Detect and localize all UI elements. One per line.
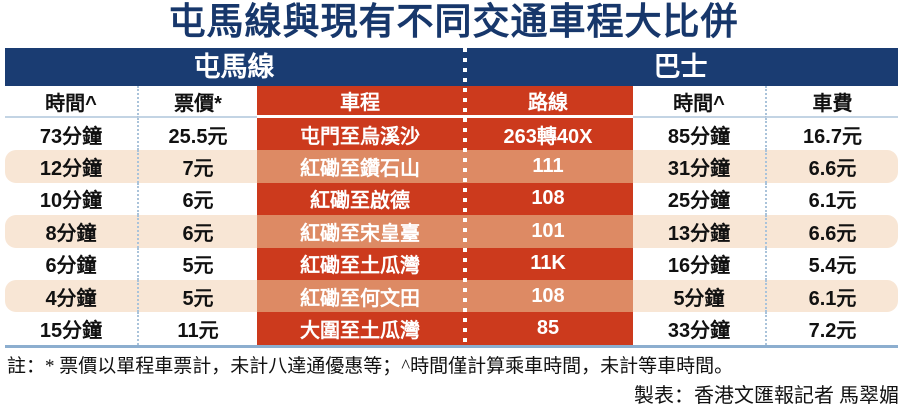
- mtr-fare-cell: 5元: [137, 247, 257, 280]
- bus-time-cell: 16分鐘: [667, 255, 731, 278]
- mtr-time-cell: 15分鐘: [39, 320, 103, 343]
- bus-fare-cell: 6.6元: [765, 215, 898, 248]
- table-row: 8分鐘 6元 紅磡至宋皇臺 101 13分鐘 6.6元: [5, 215, 898, 248]
- bus-time-cell: 5分鐘: [673, 287, 725, 310]
- journey-cell: 紅磡至宋皇臺: [257, 215, 463, 248]
- table-row: 73分鐘 25.5元 屯門至烏溪沙 263轉40X 85分鐘 16.7元: [5, 118, 898, 151]
- route-cell: 111: [463, 150, 633, 183]
- journey-cell: 紅磡至土瓜灣: [257, 247, 463, 280]
- bus-fare-cell: 7.2元: [765, 312, 898, 345]
- mtr-fare-cell: 6元: [137, 182, 257, 216]
- mtr-time-cell: 10分鐘: [39, 190, 103, 213]
- mtr-fare-cell: 6元: [137, 215, 257, 248]
- group-header-bus: 巴士: [653, 52, 708, 82]
- column-header-bus-fare: 車費: [765, 86, 898, 118]
- column-header-row: 時間^ 票價* 車程 路線 時間^ 車費: [5, 86, 898, 118]
- journey-cell: 大圍至土瓜灣: [257, 312, 463, 345]
- table-bottom-border: [5, 344, 898, 348]
- bus-time-cell: 13分鐘: [667, 222, 731, 245]
- column-header-journey: 車程: [257, 86, 463, 118]
- route-cell: 263轉40X: [463, 118, 633, 151]
- bus-time-cell: 85分鐘: [667, 125, 731, 148]
- bus-fare-cell: 6.1元: [765, 182, 898, 216]
- mtr-fare-cell: 7元: [137, 150, 257, 183]
- bus-fare-cell: 6.6元: [765, 150, 898, 183]
- bus-fare-cell: 6.1元: [765, 279, 898, 313]
- mtr-time-cell: 12分鐘: [39, 158, 103, 181]
- mtr-time-cell: 8分鐘: [45, 222, 97, 245]
- route-cell: 11K: [463, 247, 633, 280]
- bus-fare-cell: 16.7元: [765, 118, 898, 151]
- journey-cell: 屯門至烏溪沙: [257, 118, 463, 151]
- journey-cell: 紅磡至何文田: [257, 279, 463, 313]
- group-header-tuen-ma-line: 屯馬線: [193, 52, 275, 82]
- route-cell: 108: [463, 182, 633, 216]
- table-row: 15分鐘 11元 大圍至土瓜灣 85 33分鐘 7.2元: [5, 312, 898, 345]
- mtr-time-cell: 73分鐘: [39, 125, 103, 148]
- table-row: 10分鐘 6元 紅磡至啟德 108 25分鐘 6.1元: [5, 182, 898, 216]
- bus-time-cell: 33分鐘: [667, 320, 731, 343]
- footnote: 註：* 票價以單程車票計，未計八達通優惠等；^時間僅計算乘車時間，未計等車時間。: [7, 356, 734, 377]
- comparison-table: 屯馬線 巴士 時間^ 票價* 車程 路線 時間^ 車費 73分鐘 25.5元 屯…: [5, 48, 898, 348]
- table-row: 12分鐘 7元 紅磡至鑽石山 111 31分鐘 6.6元: [5, 150, 898, 183]
- group-header-row: 屯馬線 巴士: [5, 48, 898, 86]
- journey-cell: 紅磡至鑽石山: [257, 150, 463, 183]
- page-title: 屯馬線與現有不同交通車程大比併: [168, 2, 739, 43]
- bus-fare-cell: 5.4元: [765, 247, 898, 280]
- journey-cell: 紅磡至啟德: [257, 182, 463, 216]
- route-cell: 101: [463, 215, 633, 248]
- mtr-fare-cell: 5元: [137, 279, 257, 313]
- credit: 製表：香港文匯報記者 馬翠媚: [634, 385, 899, 407]
- mtr-time-cell: 6分鐘: [45, 255, 97, 278]
- mtr-time-cell: 4分鐘: [45, 287, 97, 310]
- bus-time-cell: 31分鐘: [667, 158, 731, 181]
- route-cell: 108: [463, 279, 633, 313]
- table-row: 4分鐘 5元 紅磡至何文田 108 5分鐘 6.1元: [5, 279, 898, 313]
- column-header-route: 路線: [463, 86, 633, 118]
- column-header-bus-time: 時間^: [633, 86, 765, 118]
- column-header-mtr-time: 時間^: [5, 86, 137, 118]
- center-dotted-divider: [463, 48, 467, 345]
- mtr-fare-cell: 11元: [137, 312, 257, 345]
- bus-time-cell: 25分鐘: [667, 190, 731, 213]
- table-row: 6分鐘 5元 紅磡至土瓜灣 11K 16分鐘 5.4元: [5, 247, 898, 280]
- route-cell: 85: [463, 312, 633, 345]
- column-header-mtr-fare: 票價*: [137, 86, 257, 118]
- mtr-fare-cell: 25.5元: [137, 118, 257, 151]
